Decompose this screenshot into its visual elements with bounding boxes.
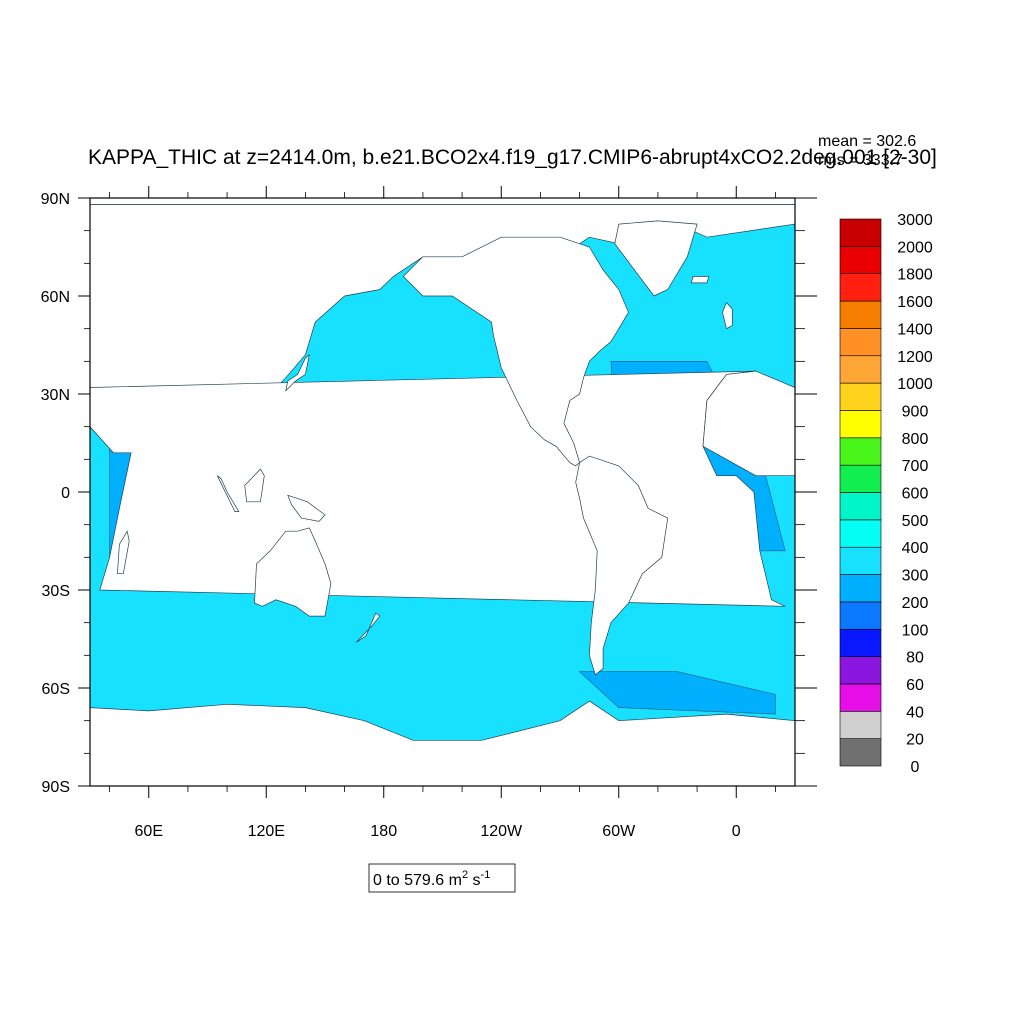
- iceland: [690, 276, 710, 284]
- x-tick-label: 120E: [248, 823, 285, 840]
- colorbar-swatch: [839, 628, 882, 657]
- range-label-text: 0 to 579.6 m: [373, 872, 462, 889]
- colorbar-swatch: [839, 218, 882, 247]
- svg-text:0 to 579.6 m2 s-1: 0 to 579.6 m2 s-1: [373, 869, 490, 889]
- y-tick-label: 30S: [42, 583, 70, 600]
- africa: [89, 370, 786, 607]
- colorbar-swatch: [839, 246, 882, 275]
- colorbar-label: 1800: [897, 267, 933, 284]
- colorbar-swatch: [839, 464, 882, 493]
- colorbar-swatch: [839, 437, 882, 466]
- colorbar-label: 60: [906, 677, 924, 694]
- greenland: [614, 220, 698, 297]
- colorbar-label: 200: [902, 595, 929, 612]
- arctic-land: [89, 197, 796, 205]
- colorbar-label: 1400: [897, 321, 933, 338]
- colorbar-label: 300: [902, 568, 929, 585]
- y-tick-label: 0: [61, 485, 70, 502]
- indonesia-1: [216, 475, 240, 512]
- x-tick-label: 60E: [135, 823, 163, 840]
- colorbar-swatch: [839, 300, 882, 329]
- colorbar-label: 2000: [897, 239, 933, 256]
- range-label-box: [368, 863, 516, 893]
- colorbar-label: 3000: [897, 212, 933, 229]
- colorbar-swatch: [839, 738, 882, 767]
- colorbar-label: 700: [902, 458, 929, 475]
- colorbar-swatch: [839, 492, 882, 521]
- range-label-mid: s: [468, 872, 480, 889]
- colorbar-label: 100: [902, 622, 929, 639]
- y-tick-label: 60S: [42, 681, 70, 698]
- colorbar-swatch: [839, 683, 882, 712]
- mean-stat: mean = 302.6: [818, 133, 916, 150]
- new-guinea: [287, 494, 326, 522]
- antarctica: [89, 700, 796, 787]
- range-label-sup2: -1: [481, 869, 491, 881]
- colorbar-swatch: [839, 656, 882, 685]
- south-america: [575, 455, 669, 676]
- uk: [722, 301, 733, 330]
- colorbar-label: 80: [906, 650, 924, 667]
- colorbar-label: 500: [902, 513, 929, 530]
- colorbar-label: 20: [906, 732, 924, 749]
- australia: [254, 527, 332, 617]
- colorbar-label: 900: [902, 403, 929, 420]
- land-layer: [89, 197, 796, 787]
- range-label-sup1: 2: [462, 869, 468, 881]
- colorbar-label: 1000: [897, 376, 933, 393]
- new-zealand: [356, 612, 381, 643]
- north-america: [402, 236, 629, 467]
- rms-stat: rms = 333.7: [818, 152, 903, 169]
- x-tick-label: 0: [732, 823, 741, 840]
- colorbar-swatch: [839, 519, 882, 548]
- x-tick-label: 60W: [602, 823, 636, 840]
- japan: [285, 353, 310, 392]
- y-tick-label: 90S: [42, 779, 70, 796]
- colorbar-swatch: [839, 328, 882, 357]
- chart-title: KAPPA_THIC at z=2414.0m, b.e21.BCO2x4.f1…: [88, 146, 937, 169]
- axes: 60E 120E 180 120W 60W 0 90N 60N 30N 0 30S 60S 90S: [41, 186, 817, 840]
- colorbar-label: 0: [911, 759, 920, 776]
- southern-band: [578, 671, 776, 715]
- indonesia-2: [244, 468, 265, 503]
- colorbar-swatch: [839, 410, 882, 439]
- madagascar: [117, 530, 130, 575]
- map-plot: [89, 197, 796, 787]
- y-tick-label: 90N: [41, 191, 70, 208]
- colorbar: 0 20 40 60 80 100 200 300 400 500 600 700 800 900 1000…: [839, 212, 933, 776]
- range-label: 0 to 579.6 m2 s-1: [368, 863, 516, 893]
- y-tick-label: 30N: [41, 387, 70, 404]
- colorbar-swatch: [839, 710, 882, 739]
- colorbar-label: 600: [902, 486, 929, 503]
- colorbar-swatch: [839, 273, 882, 302]
- colorbar-swatch: [839, 546, 882, 575]
- colorbar-swatch: [839, 574, 882, 603]
- colorbar-label: 40: [906, 704, 924, 721]
- colorbar-swatch: [839, 355, 882, 384]
- colorbar-swatch: [839, 382, 882, 411]
- colorbar-label: 1600: [897, 294, 933, 311]
- x-tick-label: 120W: [480, 823, 523, 840]
- colorbar-label: 800: [902, 431, 929, 448]
- colorbar-label: 1200: [897, 349, 933, 366]
- colorbar-label: 400: [902, 540, 929, 557]
- colorbar-swatch: [839, 601, 882, 630]
- y-tick-label: 60N: [41, 289, 70, 306]
- x-tick-label: 180: [370, 823, 397, 840]
